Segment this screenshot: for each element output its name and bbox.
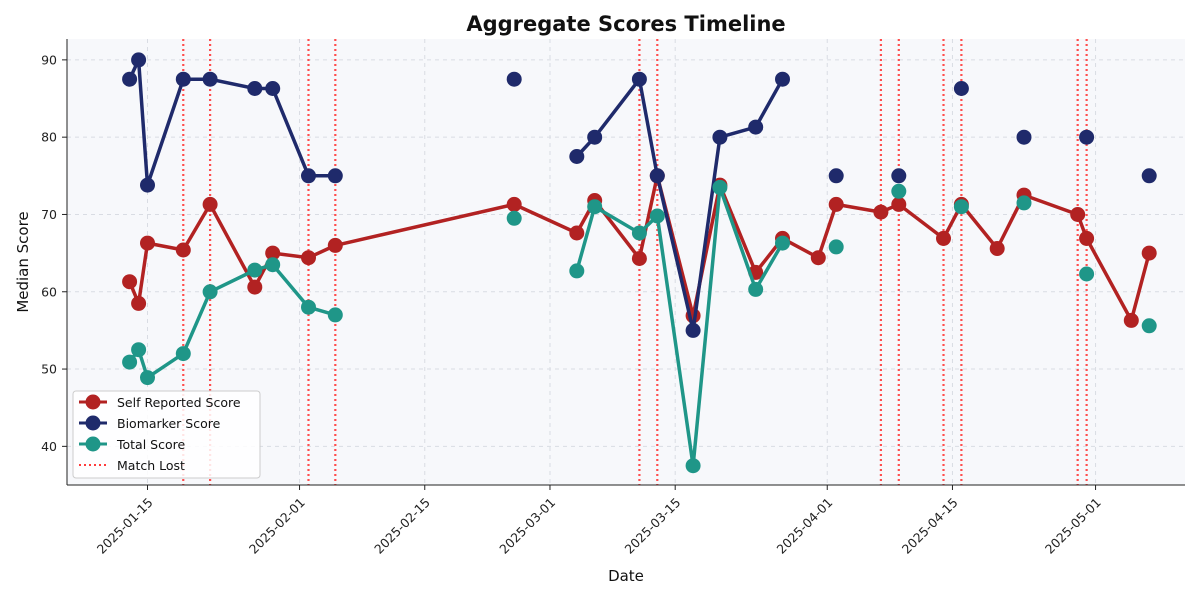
data-point [140, 370, 155, 386]
axes [66, 39, 1185, 486]
data-point [140, 177, 155, 193]
y-tick-label: 40 [41, 439, 57, 454]
data-point [327, 307, 343, 323]
series-layer [122, 52, 1157, 474]
data-point [301, 168, 316, 184]
legend-label-self-reported: Self Reported Score [117, 395, 241, 410]
data-point [131, 295, 147, 311]
y-axis-label: Median Score [14, 211, 32, 312]
data-point [122, 274, 138, 290]
data-point [587, 199, 603, 215]
data-point [122, 354, 138, 370]
data-point [1079, 129, 1095, 145]
data-point [506, 71, 522, 87]
data-point [631, 225, 647, 241]
data-point [1123, 312, 1139, 328]
legend-marker-self-reported [85, 394, 101, 410]
data-point [989, 241, 1005, 256]
data-point [265, 245, 281, 261]
data-point [569, 225, 585, 241]
legend-label-total: Total Score [116, 437, 185, 452]
y-tick-label: 90 [41, 52, 57, 67]
data-point [685, 458, 701, 474]
chart-title: Aggregate Scores Timeline [466, 12, 785, 36]
legend-label-match-lost: Match Lost [117, 458, 185, 473]
data-point [775, 71, 790, 87]
data-point [265, 81, 281, 96]
data-point [175, 242, 191, 258]
data-point [569, 263, 585, 279]
legend-box [72, 390, 261, 479]
y-tick-label: 80 [41, 130, 57, 145]
data-point [301, 250, 316, 266]
data-point [649, 208, 665, 224]
data-point [202, 196, 218, 212]
data-point [936, 230, 951, 246]
data-point [828, 239, 844, 255]
x-axis-label: Date [608, 567, 644, 585]
y-tick-label: 70 [41, 207, 57, 222]
data-point [140, 235, 155, 251]
data-point [1141, 318, 1157, 334]
data-point [175, 346, 191, 362]
data-point [891, 168, 907, 184]
data-point [775, 235, 790, 251]
data-point [131, 52, 147, 68]
data-point [247, 279, 263, 295]
data-point [506, 196, 522, 212]
data-point [327, 168, 343, 184]
series-3 [122, 179, 1157, 474]
data-point [1016, 129, 1032, 145]
data-point [1079, 266, 1095, 282]
data-point [175, 71, 191, 87]
data-point [202, 284, 218, 300]
data-point [265, 257, 281, 273]
data-point [631, 71, 647, 87]
data-point [828, 196, 844, 212]
data-point [1016, 195, 1032, 211]
data-point [649, 168, 665, 184]
y-tick-label: 60 [41, 284, 57, 299]
series-line [575, 185, 785, 468]
data-point [587, 129, 603, 145]
data-point [631, 251, 647, 266]
data-point [569, 149, 585, 164]
data-point [953, 81, 969, 96]
data-point [301, 299, 316, 315]
data-point [1141, 245, 1157, 261]
series-2 [122, 52, 1157, 338]
data-point [1079, 230, 1095, 246]
data-point [122, 71, 138, 87]
data-point [748, 119, 764, 135]
legend: Self Reported Score Biomarker Score Tota… [72, 390, 261, 479]
data-point [828, 168, 844, 184]
data-point [712, 129, 728, 145]
data-point [1141, 168, 1157, 184]
data-point [685, 322, 701, 338]
data-point [873, 204, 889, 220]
data-point [247, 81, 263, 96]
legend-marker-biomarker [85, 415, 101, 431]
data-point [247, 262, 263, 278]
data-point [1070, 207, 1086, 222]
data-point [953, 199, 969, 215]
data-point [712, 179, 728, 195]
legend-label-biomarker: Biomarker Score [117, 416, 221, 431]
data-point [131, 342, 147, 358]
data-point [202, 71, 218, 87]
legend-marker-total [85, 436, 101, 452]
data-point [810, 250, 826, 266]
data-point [891, 196, 907, 212]
data-point [748, 281, 764, 297]
data-point [891, 183, 907, 199]
data-point [327, 237, 343, 253]
y-tick-label: 50 [41, 362, 57, 377]
data-point [506, 210, 522, 226]
